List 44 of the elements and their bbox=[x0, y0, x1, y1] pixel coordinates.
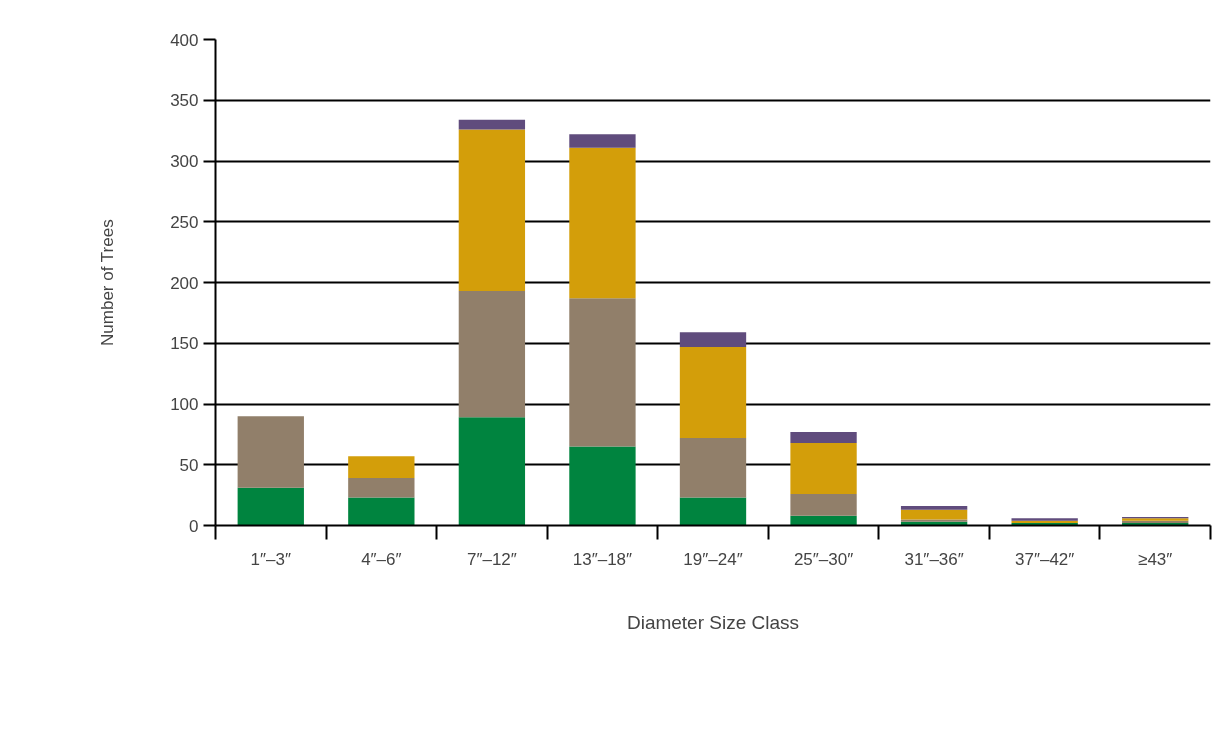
y-axis-title: Number of Trees bbox=[98, 219, 118, 346]
bar bbox=[790, 515, 857, 526]
bar bbox=[790, 431, 857, 443]
bar bbox=[458, 417, 526, 526]
bar bbox=[458, 119, 526, 130]
x-tick-label: 13″–18″ bbox=[572, 549, 633, 569]
bar bbox=[458, 291, 526, 418]
bar bbox=[569, 147, 636, 299]
bar bbox=[569, 134, 636, 148]
y-tick-label: 200 bbox=[170, 273, 199, 293]
y-tick-label: 100 bbox=[170, 395, 199, 414]
bar bbox=[790, 493, 857, 516]
bar bbox=[900, 506, 968, 510]
bar bbox=[237, 416, 304, 488]
bar bbox=[679, 332, 747, 347]
bar bbox=[348, 497, 415, 526]
x-tick-label: 25″–30″ bbox=[793, 549, 854, 569]
y-tick-label: 400 bbox=[170, 30, 199, 50]
bar bbox=[679, 438, 747, 498]
y-tick-label: 300 bbox=[170, 152, 199, 171]
bar bbox=[348, 456, 415, 479]
bar bbox=[348, 478, 415, 498]
bar bbox=[569, 446, 636, 526]
bar bbox=[569, 298, 636, 447]
x-tick-label: 31″–36″ bbox=[904, 549, 964, 569]
x-tick-label: ≥43″ bbox=[1138, 549, 1173, 569]
bar bbox=[900, 509, 968, 520]
y-tick-label: 350 bbox=[170, 91, 199, 111]
x-tick-label: 37″–42″ bbox=[1015, 549, 1075, 569]
y-tick-label: 250 bbox=[170, 212, 199, 232]
bar bbox=[237, 487, 304, 526]
y-tick-label: 50 bbox=[179, 455, 199, 475]
y-tick-label: 150 bbox=[170, 334, 199, 354]
bar bbox=[458, 129, 526, 292]
bar bbox=[679, 497, 747, 526]
y-tick-label: 0 bbox=[189, 516, 199, 536]
x-tick-label: 7″–12″ bbox=[466, 549, 517, 569]
x-tick-label: 4″–6″ bbox=[361, 549, 402, 569]
x-tick-label: 1″–3″ bbox=[250, 549, 291, 569]
bar bbox=[900, 519, 968, 522]
bar bbox=[790, 442, 857, 494]
bar bbox=[679, 346, 747, 439]
x-axis-title: Diameter Size Class bbox=[626, 611, 800, 633]
x-tick-label: 19″–24″ bbox=[683, 549, 743, 569]
